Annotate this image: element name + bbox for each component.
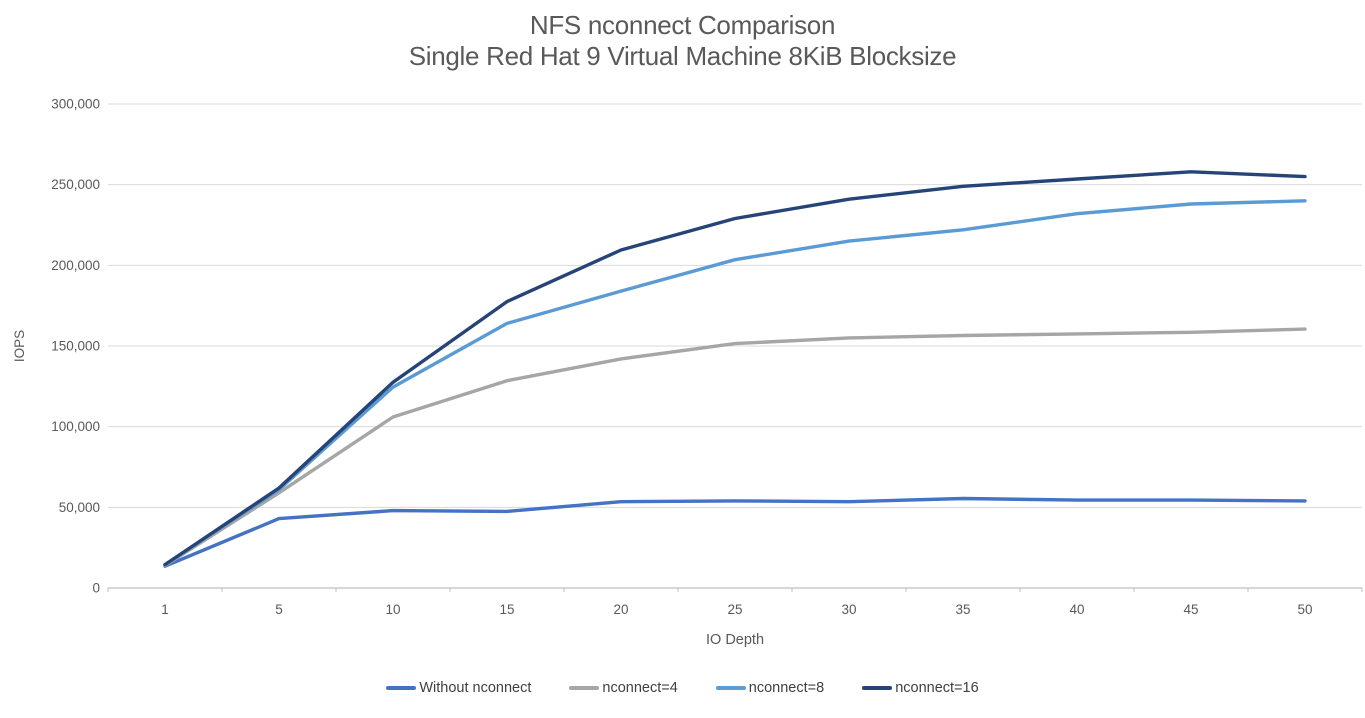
x-tick-label-30: 30 [841,602,856,617]
x-tick-label-10: 10 [385,602,400,617]
legend-item-nconnect-4: nconnect=4 [569,680,678,696]
legend-item-nconnect-8: nconnect=8 [715,680,825,696]
legend-label-nconnect-8: nconnect=8 [748,680,825,696]
series-line-nconnect-16 [163,170,1307,567]
legend-line-swatch-nconnect-8 [715,686,746,690]
x-tick-label-5: 5 [275,602,283,617]
y-tick-label-100,000: 100,000 [51,419,100,434]
series-line-without-nconnect [163,496,1307,568]
legend-line-swatch-nconnect-4 [569,686,600,690]
y-tick-label-0: 0 [92,581,100,596]
legend-label-nconnect-4: nconnect=4 [602,680,678,696]
x-axis-title: IO Depth [706,632,764,648]
legend-line-swatch-nconnect-16 [862,686,893,690]
x-tick-label-50: 50 [1297,602,1312,617]
x-tick-label-25: 25 [727,602,742,617]
series-line-nconnect-8 [163,199,1307,567]
x-tick-label-45: 45 [1183,602,1198,617]
x-tick-label-1: 1 [161,602,169,617]
legend-line-swatch-without-nconnect [386,686,417,690]
series-line-nconnect-4 [163,327,1307,568]
y-tick-label-50,000: 50,000 [59,500,100,515]
y-tick-label-300,000: 300,000 [51,97,100,112]
x-tick-label-15: 15 [499,602,514,617]
x-tick-label-20: 20 [613,602,628,617]
y-tick-label-150,000: 150,000 [51,339,100,354]
chart-legend: Without nconnect nconnect=4 nconnect=8 n… [0,680,1365,696]
legend-label-without-nconnect: Without nconnect [419,680,532,696]
legend-label-nconnect-16: nconnect=16 [895,680,979,696]
x-tick-label-35: 35 [955,602,970,617]
y-tick-label-200,000: 200,000 [51,258,100,273]
chart-title-line-2: Single Red Hat 9 Virtual Machine 8KiB Bl… [408,41,957,71]
y-axis-title: IOPS [12,330,27,362]
x-tick-label-40: 40 [1069,602,1084,617]
legend-item-nconnect-16: nconnect=16 [862,680,979,696]
y-tick-label-250,000: 250,000 [51,177,100,192]
chart-title-line-1: NFS nconnect Comparison [529,10,836,40]
legend-item-without-nconnect: Without nconnect [386,680,531,696]
chart-title: NFS nconnect Comparison Single Red Hat 9… [0,10,1365,72]
